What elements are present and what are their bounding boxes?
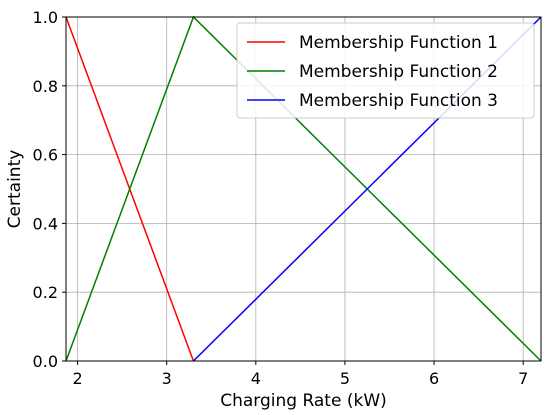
- y-tick-label: 0.2: [33, 283, 58, 302]
- y-tick-label: 1.0: [33, 8, 58, 27]
- y-tick-label: 0.0: [33, 352, 58, 371]
- x-tick-label: 6: [429, 369, 439, 388]
- x-tick-label: 4: [251, 369, 261, 388]
- x-axis-label: Charging Rate (kW): [220, 391, 387, 411]
- y-tick-label: 0.4: [33, 214, 58, 233]
- legend-box: [236, 22, 535, 119]
- plot-frame: [65, 16, 542, 362]
- y-tick-label: 0.6: [33, 146, 58, 165]
- x-tick-label: 2: [72, 369, 82, 388]
- x-tick-label: 5: [340, 369, 350, 388]
- x-tick-label: 7: [518, 369, 528, 388]
- y-axis-label: Certainty: [5, 150, 25, 229]
- legend-label: Membership Function 3: [299, 91, 498, 111]
- legend: Membership Function 1 Membership Function…: [236, 22, 535, 119]
- legend-label: Membership Function 1: [299, 33, 498, 53]
- axis-ticks: 2 3 4 5 6 7 0.0 0.2 0.4 0.6 0.8 1.0: [33, 8, 529, 388]
- y-tick-label: 0.8: [33, 77, 58, 96]
- legend-label: Membership Function 2: [299, 62, 498, 82]
- x-tick-label: 3: [162, 369, 172, 388]
